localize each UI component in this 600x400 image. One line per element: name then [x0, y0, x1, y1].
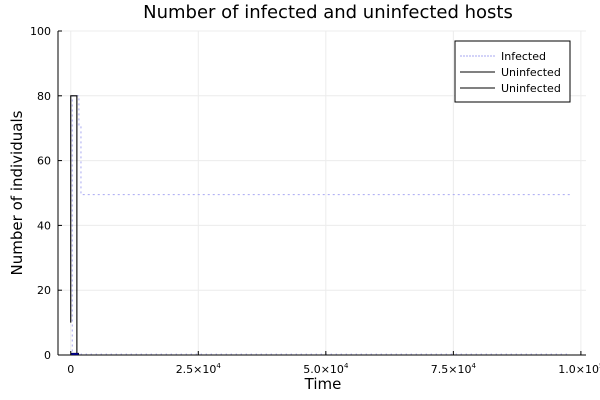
y-tick-label: 100 [30, 25, 51, 38]
x-tick-label: 5.0×104 [303, 362, 349, 376]
legend-label-0: Infected [501, 50, 546, 63]
y-tick-label: 60 [37, 155, 51, 168]
axes: 0 20 40 60 80 100 0 2.5×104 5.0×104 7.5×104 1.0×10… [30, 25, 600, 376]
x-tick-label: 7.5×104 [431, 362, 477, 376]
x-axis-label: Time [304, 375, 342, 393]
x-tick-label: 1.0×105 [558, 362, 600, 376]
x-tick-label: 0 [67, 363, 74, 376]
x-tick-label: 2.5×104 [176, 362, 222, 376]
y-tick-label: 0 [44, 349, 51, 362]
grid [58, 30, 586, 356]
legend: Infected Uninfected Uninfected [454, 40, 571, 103]
series-line-0 [70, 95, 571, 356]
y-tick-label: 80 [37, 90, 51, 103]
y-tick-label: 40 [37, 219, 51, 232]
legend-label-2: Uninfected [501, 82, 561, 95]
y-tick-label: 20 [37, 284, 51, 297]
chart-title: Number of infected and uninfected hosts [143, 2, 513, 23]
y-axis-label: Number of individuals [8, 110, 26, 275]
legend-label-1: Uninfected [501, 66, 561, 79]
